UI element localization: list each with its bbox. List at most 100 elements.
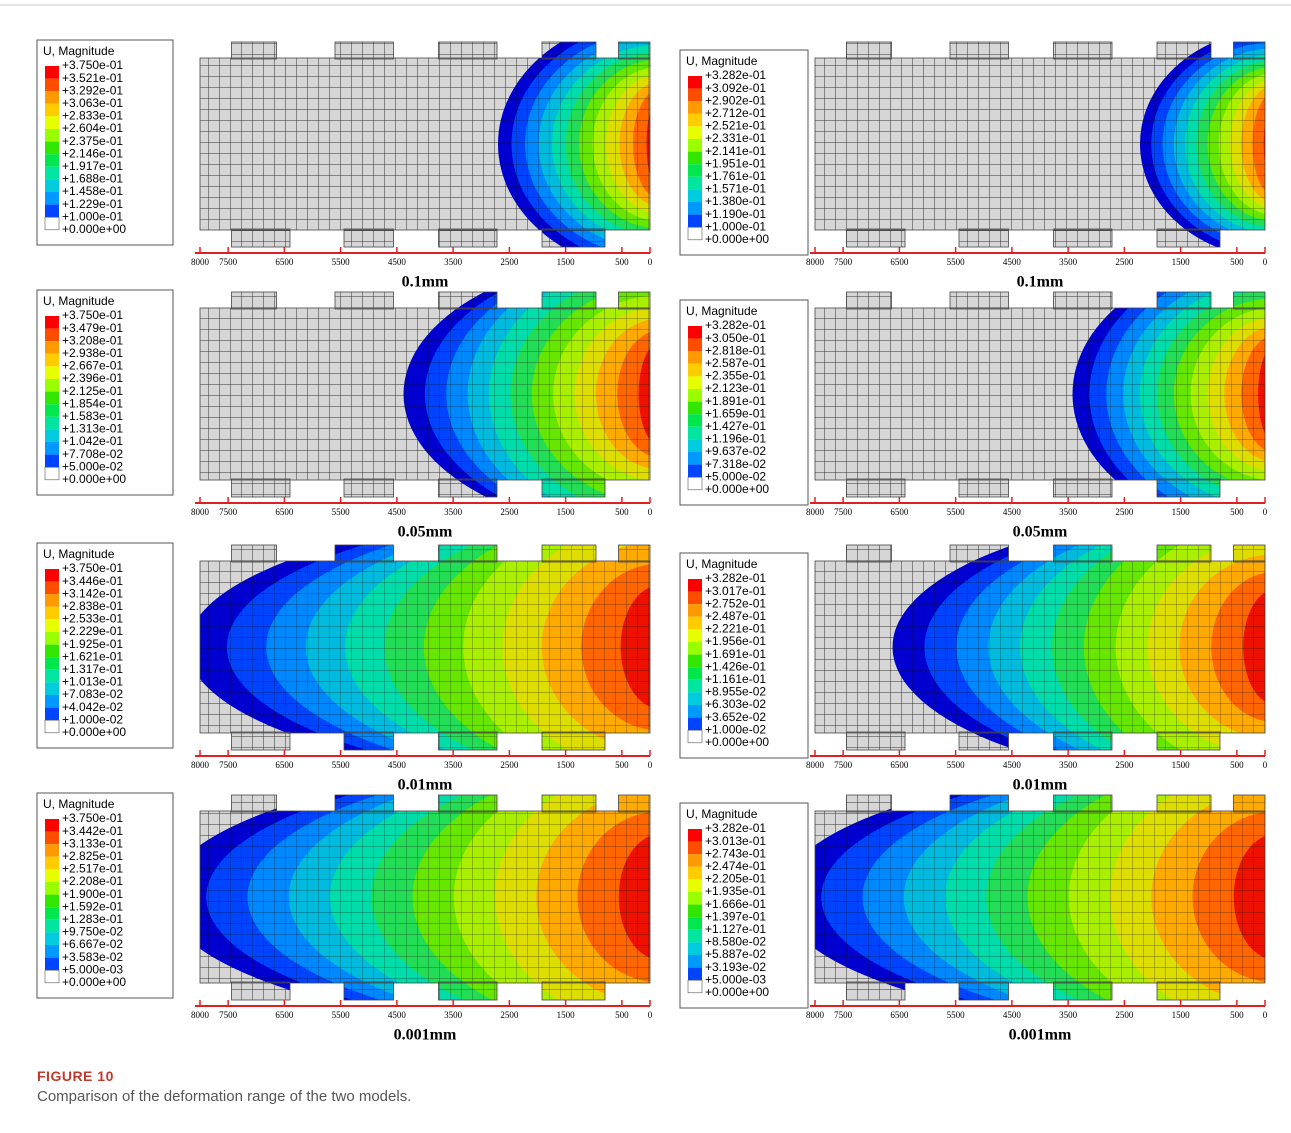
legend-swatch — [688, 917, 702, 930]
scale-label: 6500 — [275, 760, 294, 770]
legend: U, Magnitude+3.750e-01+3.479e-01+3.208e-… — [37, 290, 173, 495]
scale-label: 4500 — [1003, 1010, 1022, 1020]
legend-swatch — [45, 129, 59, 142]
legend-swatch — [45, 832, 59, 845]
scale-label: 5500 — [947, 257, 966, 267]
legend: U, Magnitude+3.282e-01+3.092e-01+2.902e-… — [680, 50, 808, 255]
scale-label: 8000 — [806, 257, 825, 267]
legend-swatch — [688, 152, 702, 165]
legend-label: +0.000e+00 — [705, 985, 769, 999]
legend-swatch — [688, 126, 702, 139]
legend-title: U, Magnitude — [686, 557, 758, 571]
scale-label: 4500 — [388, 1010, 407, 1020]
legend-swatch — [45, 429, 59, 442]
legend: U, Magnitude+3.750e-01+3.446e-01+3.142e-… — [37, 543, 173, 748]
scale-label: 1500 — [557, 507, 576, 517]
legend-swatch — [688, 667, 702, 680]
scale-label: 5500 — [332, 257, 351, 267]
legend-swatch — [45, 154, 59, 167]
mesh-model — [815, 30, 1291, 259]
caption-label: FIGURE 10 — [37, 1068, 114, 1084]
legend-swatch — [688, 968, 702, 981]
legend-swatch — [45, 920, 59, 933]
legend-swatch — [688, 867, 702, 880]
scale-label: 500 — [1230, 257, 1244, 267]
legend-title: U, Magnitude — [686, 54, 758, 68]
scale-label: 0 — [648, 1010, 653, 1020]
scale-label: 4500 — [1003, 760, 1022, 770]
legend-swatch — [688, 114, 702, 127]
panel-label: 0.001mm — [1009, 1027, 1072, 1044]
legend-swatch — [45, 970, 59, 983]
legend-swatch — [45, 907, 59, 920]
scale-label: 8000 — [191, 1010, 210, 1020]
mesh-lines — [200, 42, 650, 247]
mesh-lines — [200, 795, 650, 1000]
legend-swatch — [45, 366, 59, 379]
legend-title: U, Magnitude — [43, 44, 115, 58]
legend-swatch — [688, 692, 702, 705]
legend-swatch — [688, 177, 702, 190]
scale-label: 8000 — [806, 507, 825, 517]
panel: U, Magnitude+3.282e-01+3.092e-01+2.902e-… — [680, 30, 1291, 291]
panel-label: 0.01mm — [398, 777, 453, 794]
legend-swatch — [688, 164, 702, 177]
scale-label: 7500 — [219, 257, 238, 267]
scale-label: 4500 — [388, 257, 407, 267]
scale-label: 6500 — [275, 257, 294, 267]
legend-swatch — [688, 680, 702, 693]
legend-swatch — [45, 179, 59, 192]
scale-label: 500 — [615, 507, 629, 517]
scale-label: 6500 — [890, 257, 909, 267]
scale-label: 0 — [648, 760, 653, 770]
panel-label: 0.01mm — [1013, 777, 1068, 794]
scale-label: 6500 — [890, 1010, 909, 1020]
legend-swatch — [688, 101, 702, 114]
scale-label: 5500 — [947, 760, 966, 770]
scale-label: 2500 — [500, 507, 519, 517]
scale-label: 8000 — [191, 507, 210, 517]
legend-swatch — [688, 705, 702, 718]
legend-swatch — [45, 682, 59, 695]
panel-label: 0.1mm — [1017, 274, 1064, 291]
legend-swatch — [688, 829, 702, 842]
legend-title: U, Magnitude — [43, 294, 115, 308]
legend-swatch — [45, 417, 59, 430]
scale-label: 7500 — [834, 1010, 853, 1020]
scale-label: 7500 — [834, 507, 853, 517]
legend-swatch — [45, 379, 59, 392]
legend-swatch — [45, 316, 59, 329]
legend-swatch — [45, 594, 59, 607]
scale-label: 4500 — [1003, 257, 1022, 267]
figure: U, Magnitude+3.750e-01+3.521e-01+3.292e-… — [0, 0, 1291, 1060]
scale-label: 7500 — [834, 760, 853, 770]
legend: U, Magnitude+3.282e-01+3.017e-01+2.752e-… — [680, 553, 808, 758]
legend-swatch — [45, 657, 59, 670]
legend-swatch — [45, 619, 59, 632]
legend-swatch — [45, 104, 59, 117]
scale-label: 2500 — [1115, 507, 1134, 517]
legend-swatch — [45, 205, 59, 218]
legend-swatch — [45, 645, 59, 658]
scale-label: 0 — [1263, 760, 1268, 770]
panel: U, Magnitude+3.282e-01+3.013e-01+2.743e-… — [680, 757, 1291, 1044]
figure-page: U, Magnitude+3.750e-01+3.521e-01+3.292e-… — [0, 0, 1291, 1133]
scale-label: 8000 — [806, 760, 825, 770]
legend: U, Magnitude+3.750e-01+3.442e-01+3.133e-… — [37, 793, 173, 998]
legend-label: +0.000e+00 — [705, 735, 769, 749]
legend-swatch — [45, 91, 59, 104]
legend-swatch — [45, 354, 59, 367]
legend-swatch — [688, 905, 702, 918]
legend-swatch — [688, 202, 702, 215]
legend-swatch — [688, 139, 702, 152]
legend-title: U, Magnitude — [43, 547, 115, 561]
legend-swatch — [688, 617, 702, 630]
mesh-lines — [815, 795, 1265, 1000]
legend-swatch — [688, 854, 702, 867]
scale-label: 8000 — [191, 760, 210, 770]
legend-swatch — [45, 607, 59, 620]
legend-swatch — [688, 339, 702, 352]
legend-swatch — [688, 351, 702, 364]
scale-label: 6500 — [275, 507, 294, 517]
legend-swatch — [45, 869, 59, 882]
